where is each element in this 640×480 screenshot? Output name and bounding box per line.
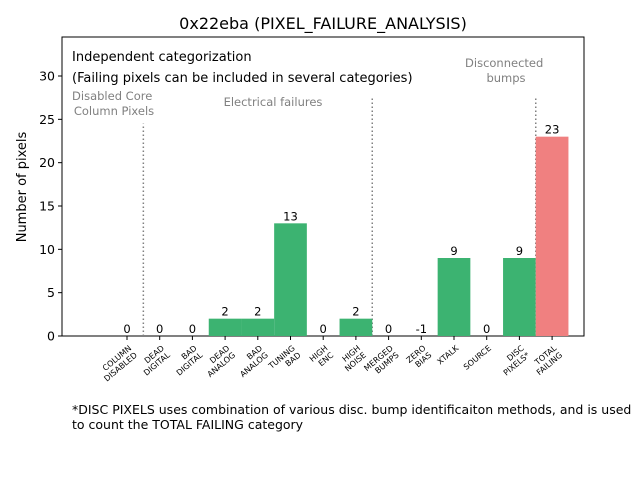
bar [503, 258, 536, 336]
bar [241, 318, 275, 336]
x-tick-label: DISCPIXELS* [496, 343, 532, 377]
bar-value-label: 23 [545, 123, 560, 137]
bars [208, 136, 569, 336]
y-tick-label: 10 [39, 242, 55, 257]
y-tick-label: 30 [39, 69, 55, 84]
x-tick-label: XTALK [436, 343, 461, 366]
y-tick-label: 0 [47, 329, 55, 344]
group-label-disabled-core-line-2: Column Pixels [74, 104, 154, 118]
group-label-electrical-line-1: Electrical failures [224, 95, 323, 109]
value-labels: 0 0 0 2 2 13 0 2 0 -1 9 0 9 23 [123, 123, 559, 336]
y-tick-label: 15 [39, 199, 55, 214]
bar-value-label: -1 [416, 322, 427, 336]
bar [208, 318, 242, 336]
x-tick-label: COLUMNDISABLED [97, 344, 140, 384]
x-tick-label: DEADDIGITAL [136, 343, 172, 377]
bar-value-label: 0 [385, 322, 392, 336]
x-axis: COLUMNDISABLED DEADDIGITAL BADDIGITAL DEADA… [97, 336, 564, 384]
chart-title: 0x22eba (PIXEL_FAILURE_ANALYSIS) [179, 14, 467, 34]
annotation-line-2: (Failing pixels can be included in sever… [72, 71, 413, 86]
y-axis-label: Number of pixels [15, 131, 30, 242]
bar-value-label: 9 [450, 244, 457, 258]
y-tick-label: 5 [47, 285, 55, 300]
footnote-line-2: to count the TOTAL FAILING category [72, 417, 304, 432]
x-tick-label-line: SOURCE [462, 344, 493, 372]
x-tick-label: SOURCE [462, 344, 493, 372]
x-tick-label: BADDIGITAL [169, 343, 205, 377]
group-label-disabled-core-line-1: Disabled Core [72, 89, 152, 103]
x-tick-label: DEADANALOG [200, 344, 237, 379]
bar [339, 318, 373, 336]
x-tick-label: ZEROBIAS [405, 344, 434, 372]
bar-value-label: 0 [189, 322, 196, 336]
group-label-disabled-core: Disabled Core Column Pixels [72, 89, 156, 118]
bar-value-label: 0 [156, 322, 163, 336]
group-label-disconnected-line-2: bumps [486, 71, 525, 85]
bar-value-label: 2 [221, 305, 228, 319]
bar-value-label: 2 [254, 305, 261, 319]
bar [274, 223, 307, 336]
x-tick-label: MERGEDBUMPS [362, 344, 400, 380]
footnote: *DISC PIXELS uses combination of various… [72, 402, 637, 432]
group-label-disconnected-line-1: Disconnected [465, 56, 543, 70]
bar-value-label: 2 [352, 305, 359, 319]
y-axis: 0 5 10 15 20 25 30 [39, 69, 62, 344]
x-tick-label: HIGHENC [308, 343, 336, 370]
y-tick-label: 25 [39, 112, 55, 127]
bar-value-label: 13 [283, 209, 298, 223]
separators [142, 97, 537, 336]
x-tick-label: BADANALOG [233, 344, 270, 379]
x-tick-label: TUNINGBAD [266, 344, 302, 379]
footnote-line-1: *DISC PIXELS uses combination of various… [72, 402, 632, 417]
x-tick-label: HIGHNOISE [337, 344, 368, 374]
bar-value-label: 0 [320, 322, 327, 336]
bar-value-label: 0 [483, 322, 490, 336]
group-label-disconnected: Disconnected bumps [465, 56, 547, 85]
y-tick-label: 20 [39, 155, 55, 170]
bar-chart: 0x22eba (PIXEL_FAILURE_ANALYSIS) Number … [15, 14, 585, 384]
bar [437, 258, 471, 336]
bar-value-label: 9 [516, 244, 523, 258]
x-tick-label: TOTALFAILING [529, 343, 564, 377]
x-tick-label-line: XTALK [436, 343, 461, 366]
bar [535, 136, 569, 336]
group-label-electrical: Electrical failures [224, 95, 323, 109]
annotation-line-1: Independent categorization [72, 50, 252, 65]
bar-value-label: 0 [123, 322, 130, 336]
